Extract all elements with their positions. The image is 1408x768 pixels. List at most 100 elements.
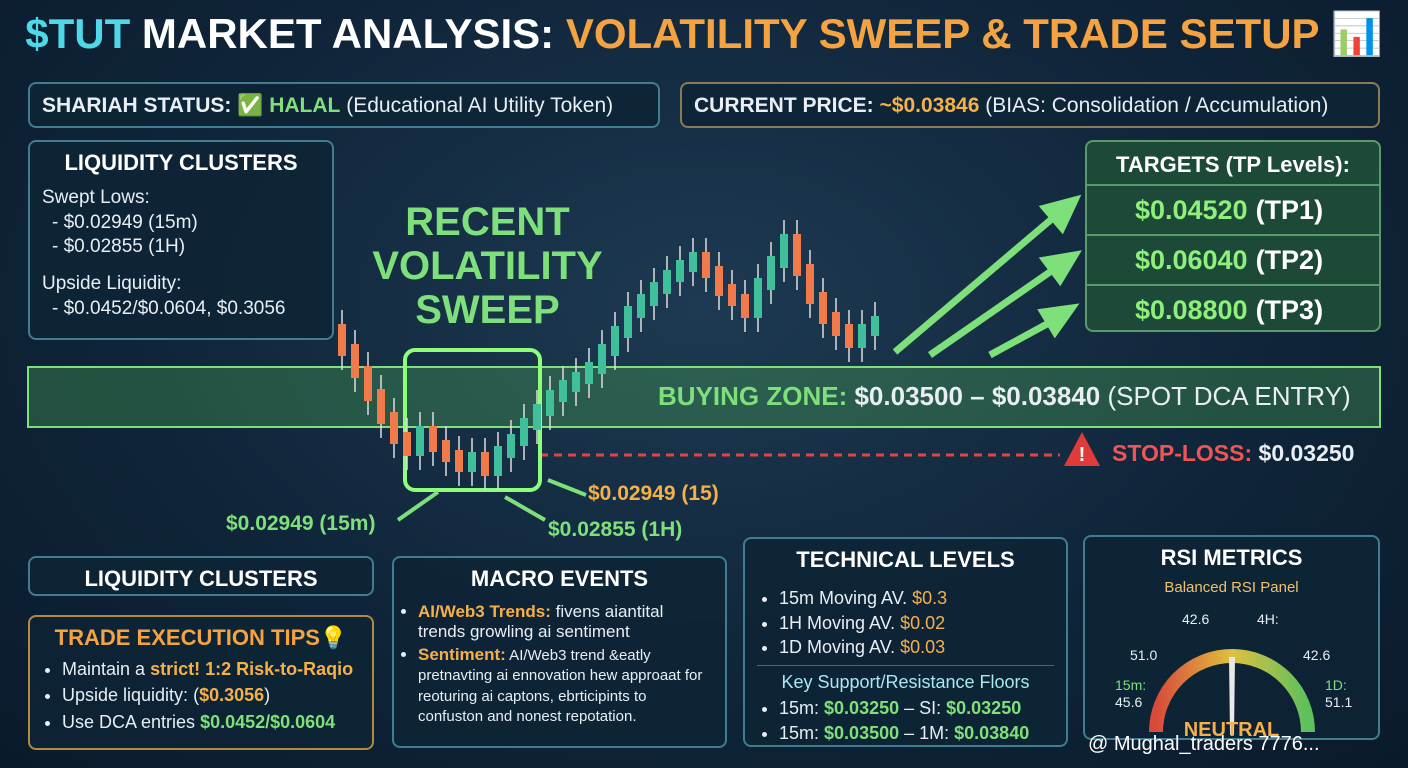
candle <box>819 278 827 338</box>
floor-text: – 1M: <box>899 722 955 743</box>
target-row: $0.04520 (TP1) <box>1087 184 1379 234</box>
liquidity-item: Swept Lows: <box>42 187 150 208</box>
floor-text: 15m: <box>779 722 825 743</box>
candle <box>624 292 632 352</box>
rsi-box: RSI METRICS Balanced RSI Panel 42.6 4H: … <box>1083 535 1380 741</box>
liquidity-top-title: LIQUIDITY CLUSTERS <box>64 150 298 175</box>
stop-loss-value: $0.03250 <box>1258 440 1355 466</box>
floor-item: 15m: $0.03250 – ЅI: $0.03250 <box>779 697 1054 720</box>
candle <box>676 246 684 296</box>
stop-loss-text: STOP-LOSS: $0.03250 <box>1112 440 1354 467</box>
rsi-value: 51.1 <box>1325 694 1353 710</box>
ma-value: $0.3 <box>912 588 948 608</box>
candle <box>858 310 866 362</box>
candle <box>832 298 840 350</box>
candle <box>390 398 398 458</box>
ma-value: $0.03 <box>900 637 946 657</box>
tip: Use DCA entries $0.0452/$0.0604 <box>62 710 362 734</box>
macro-item: Sentiment: AI/Web3 trend &eatly pretnavt… <box>418 645 715 727</box>
candle <box>455 436 463 486</box>
watermark: @ Mughal_traders 7776... <box>1088 733 1320 755</box>
tip-text: ) <box>264 685 271 706</box>
target-row: $0.06040 (TP2) <box>1087 234 1379 284</box>
shariah-status: ✅ HALAL <box>237 94 341 117</box>
annotation: $0.02949 (15) <box>588 482 719 506</box>
targets-box: TARGETS (TP Levels): $0.04520 (TP1) $0.060… <box>1085 140 1381 332</box>
ma-label: 1H Moving AV. <box>779 612 901 633</box>
candle <box>611 312 619 370</box>
candle <box>351 330 359 392</box>
buying-zone-range: $0.03500 – $0.03840 <box>854 381 1101 411</box>
price-box: CURRENT PRICE: ~$0.03846 (BIAS: Consolid… <box>680 82 1380 128</box>
rsi-label: 51.0 <box>1130 647 1158 663</box>
candle <box>871 302 879 350</box>
candle <box>416 412 424 470</box>
candle <box>637 280 645 332</box>
annotation: $0.02855 (1H) <box>548 518 683 541</box>
candle <box>559 366 567 416</box>
rsi-state: NEUTRAL <box>1183 719 1280 741</box>
target-tag: (TP1) <box>1255 195 1324 225</box>
tip-emph: $0.3056 <box>199 685 265 706</box>
annotation: $0.02949 (15m) <box>226 512 376 535</box>
shariah-box: SHARIAH STATUS: ✅ HALAL (Educational AI … <box>28 82 660 128</box>
buying-zone-band <box>27 366 1381 428</box>
candle <box>754 264 762 332</box>
liquidity-bottom-title: LIQUIDITY CLUSTERS <box>84 566 318 591</box>
target-price: $0.04520 <box>1134 195 1248 225</box>
title-icon: 📊 <box>1330 10 1383 57</box>
candle <box>468 438 476 486</box>
rsi-value: 45.6 <box>1115 694 1143 710</box>
tip-emph: $0.0452/$0.0604 <box>200 711 336 732</box>
liquidity-item: - $0.0452/$0.0604, $0.3056 <box>52 297 286 319</box>
floors-subtitle: Key Support/Resistance Floors <box>757 664 1054 693</box>
candle <box>403 418 411 470</box>
rsi-subtitle: Balanced RSI Panel <box>1164 579 1299 596</box>
candle <box>533 390 541 444</box>
floor-item: 15m: $0.03500 – 1M: $0.03840 <box>779 722 1054 745</box>
candle <box>364 352 372 415</box>
rsi-label: 4H: <box>1257 611 1279 627</box>
candle <box>442 426 450 476</box>
floor-value: $0.03840 <box>954 722 1030 743</box>
candle <box>793 220 801 290</box>
gauge-needle <box>1229 657 1235 735</box>
price-note: (BIAS: Consolidation / Accumulation) <box>985 94 1329 117</box>
shariah-note: (Educational AI Utility Token) <box>346 94 614 117</box>
rsi-label: 1D: <box>1325 677 1347 693</box>
rsi-label: 15m: <box>1115 677 1147 693</box>
macro-text: fivens aiantital trends growling ai sent… <box>418 602 664 642</box>
stop-loss-label: STOP-LOSS: <box>1112 440 1253 466</box>
candle <box>585 348 593 398</box>
candle <box>429 412 437 466</box>
tip: Upside liquidity: ($0.3056) <box>62 683 362 707</box>
shariah-label: SHARIAH STATUS: <box>42 94 232 117</box>
candle <box>494 432 502 490</box>
tip-text: Maintain a <box>62 659 151 679</box>
target-tag: (TP2) <box>1255 245 1324 275</box>
title-ticker: $TUT <box>25 10 131 57</box>
macro-title: MACRO EVENTS <box>470 566 649 591</box>
rsi-label: 42.6 <box>1303 647 1331 663</box>
candle <box>481 438 489 490</box>
candle <box>780 220 788 282</box>
liquidity-item: - $0.02855 (1H) <box>52 236 186 258</box>
buying-zone-text: BUYING ZONE: $0.03500 – $0.03840 (SPOT D… <box>658 381 1351 412</box>
title-main: MARKET ANALYSIS: <box>141 10 555 57</box>
rsi-gauge <box>1149 649 1315 735</box>
macro-text: AI/Web3 trend &eatly pretnavting ai enno… <box>418 646 703 725</box>
ma-label: 15m Moving AV. <box>779 588 913 608</box>
title-accent: VOLATILITY SWEEP & TRADE SETUP <box>565 10 1319 57</box>
target-row: $0.08800 (TP3) <box>1087 284 1379 334</box>
sweep-line: SWEEP <box>415 288 560 332</box>
target-price: $0.06040 <box>1134 245 1248 275</box>
annotation-text: $0.02949 (15) <box>588 482 719 505</box>
tip-text: Upside liquidity: ( <box>62 685 200 706</box>
rsi-label: 42.6 <box>1182 611 1210 627</box>
target-tag: (TP3) <box>1255 295 1324 325</box>
target-price: $0.08800 <box>1134 295 1248 325</box>
candle <box>806 250 814 318</box>
candle <box>650 268 658 320</box>
floor-text: 15m: <box>779 697 825 718</box>
